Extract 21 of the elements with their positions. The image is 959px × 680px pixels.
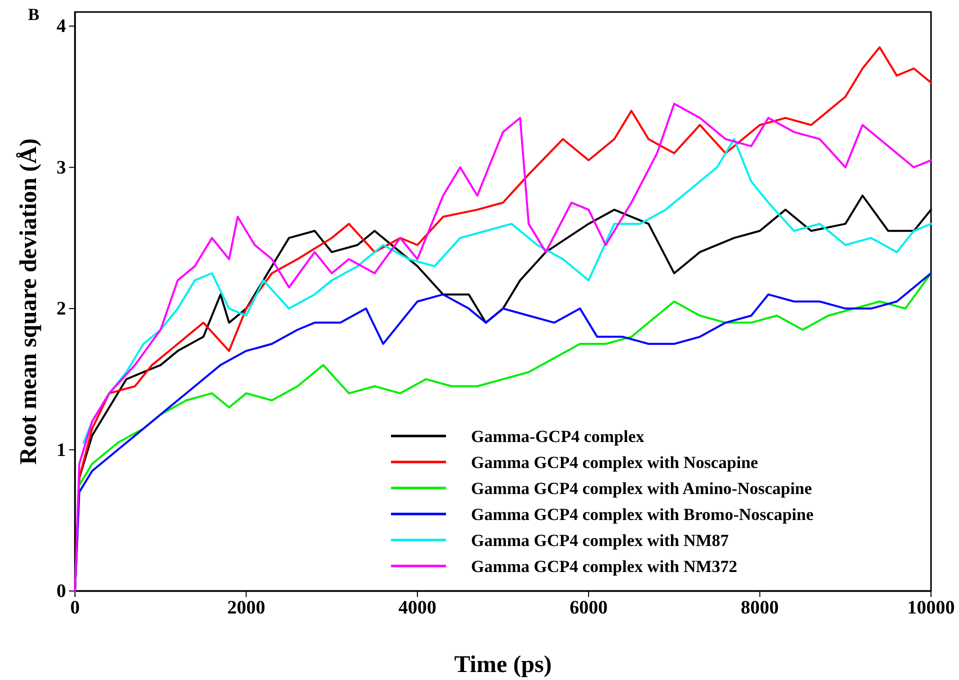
x-axis-title: Time (ps) [454, 652, 552, 678]
legend-label: Gamma GCP4 complex with NM372 [471, 556, 738, 576]
y-tick-label: 1 [56, 440, 66, 461]
x-tick-label: 2000 [227, 597, 266, 618]
y-tick-label: 0 [56, 581, 66, 602]
legend-label: Gamma GCP4 complex with Bromo-Noscapine [471, 504, 814, 524]
x-tick-label: 10000 [907, 597, 955, 618]
x-tick-label: 6000 [570, 597, 608, 618]
legend-label: Gamma GCP4 complex with NM87 [471, 530, 730, 550]
legend-label: Gamma GCP4 complex with Amino-Noscapine [471, 478, 812, 498]
y-tick-label: 2 [56, 298, 66, 320]
x-tick-label: 4000 [398, 597, 436, 618]
x-tick-label: 8000 [740, 597, 779, 618]
legend-label: Gamma-GCP4 complex [471, 426, 645, 446]
y-axis-title: Root mean square deviation (Å) [16, 138, 42, 465]
y-tick-label: 3 [56, 157, 66, 178]
text: B [28, 5, 40, 24]
legend-label: Gamma GCP4 complex with Noscapine [471, 452, 759, 472]
x-tick-label: 0 [70, 597, 80, 618]
line-series [82, 138, 932, 444]
y-tick-label: 4 [56, 16, 66, 38]
